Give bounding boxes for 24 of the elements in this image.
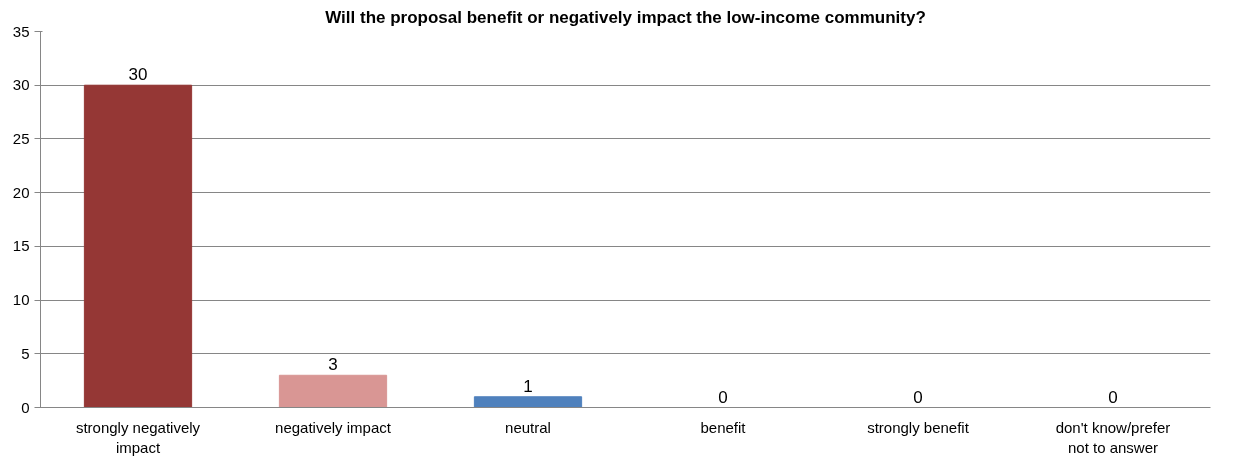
x-tick-label: neutral: [505, 418, 551, 436]
chart-title: Will the proposal benefit or negatively impact the low-income community?: [325, 7, 926, 27]
data-label: 30: [128, 65, 148, 85]
y-tick-label: 25: [12, 129, 30, 147]
y-tick-label: 15: [12, 237, 30, 255]
x-tick-label: negatively impact: [275, 418, 392, 436]
y-tick-label: 10: [12, 291, 30, 309]
data-label: 0: [718, 387, 728, 407]
x-tick-label: don't know/prefer not to answer: [1055, 418, 1171, 456]
data-label: 0: [913, 387, 923, 407]
x-tick-label: benefit: [700, 418, 747, 436]
y-tick-label: 0: [21, 398, 30, 416]
x-tick-label: strongly negatively impact: [75, 418, 201, 456]
y-tick-label: 35: [12, 22, 30, 40]
y-tick-label: 20: [12, 183, 30, 201]
y-tick-label: 5: [21, 344, 30, 362]
data-label: 3: [328, 355, 338, 375]
bar: [83, 84, 193, 408]
bar: [278, 374, 388, 408]
data-label: 1: [523, 376, 533, 396]
data-label: 0: [1108, 387, 1118, 407]
y-tick-label: 30: [12, 76, 30, 94]
bar: [473, 396, 583, 408]
x-tick-label: strongly benefit: [867, 418, 970, 436]
